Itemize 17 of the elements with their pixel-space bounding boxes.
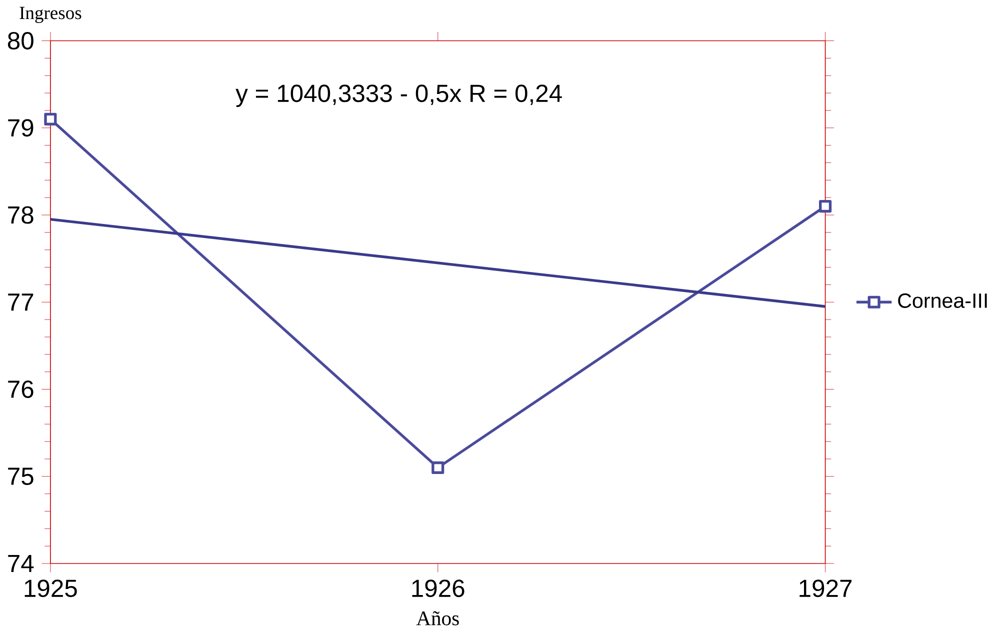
annotation: y = 1040,3333 - 0,5x R = 0,24 — [236, 84, 562, 107]
y-axis-title: Ingresos — [20, 6, 82, 23]
y-tick-label: 77 — [8, 294, 34, 311]
x-tick-label: 1925 — [24, 580, 77, 597]
point — [432, 461, 444, 474]
y-tick-label: 75 — [8, 468, 34, 485]
y-tick-label: 79 — [8, 119, 34, 137]
legend-label: Cornea-III — [898, 293, 987, 308]
x-tick-label: 1927 — [800, 580, 852, 597]
x-axis-title: Años — [416, 611, 459, 626]
y-tick-label: 80 — [8, 32, 34, 50]
y-tick-label: 76 — [8, 380, 34, 398]
point — [44, 112, 57, 126]
y-tick-label: 78 — [8, 206, 34, 224]
point — [819, 200, 832, 212]
x-tick-label: 1926 — [412, 580, 464, 597]
y-tick-label: 74 — [8, 554, 34, 572]
